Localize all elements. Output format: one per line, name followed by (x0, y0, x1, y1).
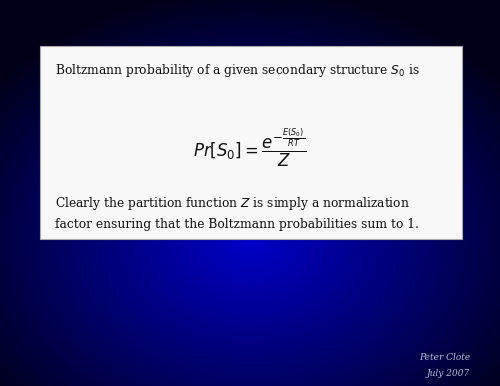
Text: Boltzmann probability of a given secondary structure $S_0$ is: Boltzmann probability of a given seconda… (55, 62, 420, 79)
Text: $Pr[S_0] = \dfrac{e^{-\frac{E(S_0)}{RT}}}{Z}$: $Pr[S_0] = \dfrac{e^{-\frac{E(S_0)}{RT}}… (193, 127, 307, 170)
Text: July 2007: July 2007 (427, 369, 470, 378)
Text: Clearly the partition function $Z$ is simply a normalization: Clearly the partition function $Z$ is si… (55, 195, 410, 212)
FancyBboxPatch shape (40, 46, 463, 239)
Text: factor ensuring that the Boltzmann probabilities sum to 1.: factor ensuring that the Boltzmann proba… (55, 218, 419, 231)
Text: Peter Clote: Peter Clote (419, 353, 470, 362)
